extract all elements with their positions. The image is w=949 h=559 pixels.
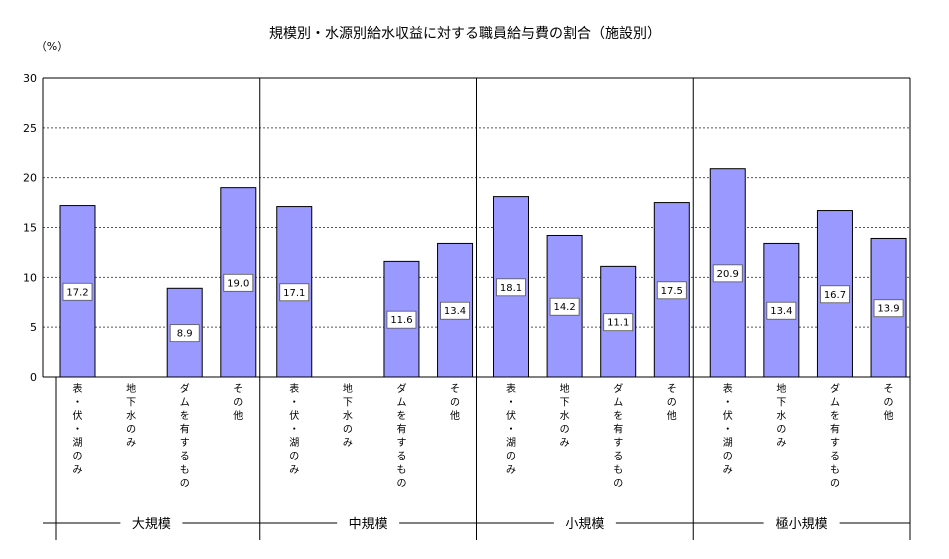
data-label-box	[712, 264, 743, 283]
y-tick-label: 20	[23, 172, 37, 185]
data-label-box	[496, 278, 526, 297]
data-label-box	[440, 301, 470, 320]
data-label: 20.9	[717, 269, 739, 280]
group-labels: 大規模 中規模 小規模 極小規模	[43, 516, 910, 532]
y-tick-label: 0	[30, 371, 37, 384]
category-label: その他	[667, 383, 677, 422]
data-label-box	[766, 301, 797, 320]
category-label: 表・伏・湖のみ	[506, 382, 516, 476]
data-label: 14.2	[553, 302, 575, 313]
data-label-box	[873, 299, 904, 318]
data-label-box	[549, 297, 580, 316]
chart-title: 規模別・水源別給水収益に対する職員給与費の割合（施設別）	[269, 25, 661, 42]
y-axis: 0 5 10 15 20 25 30	[23, 72, 37, 384]
data-label: 17.2	[66, 287, 88, 298]
plot-frame	[42, 77, 911, 540]
data-label: 13.4	[444, 306, 466, 317]
category-label: 地下水のみ	[560, 382, 570, 449]
data-label: 17.1	[283, 288, 305, 299]
data-label: 13.9	[877, 304, 899, 315]
category-labels: 表・伏・湖のみ 地下水のみ ダムを有するもの その他 表・伏・湖のみ 地下水のみ ダムを有す…	[73, 382, 894, 490]
category-label: ダムを有するもの	[830, 382, 840, 490]
data-label-box	[169, 324, 200, 343]
y-tick-label: 10	[23, 271, 37, 284]
y-unit-label: （%）	[36, 40, 68, 53]
data-label-box	[603, 313, 634, 332]
data-label: 16.7	[824, 290, 846, 301]
category-label: 表・伏・湖のみ	[73, 382, 83, 476]
category-label: その他	[884, 383, 894, 422]
category-label: ダムを有するもの	[613, 382, 623, 490]
group-label: 大規模	[132, 517, 171, 532]
data-label-box	[386, 310, 417, 329]
data-label: 11.1	[607, 318, 629, 329]
bars	[59, 168, 907, 378]
y-tick-label: 15	[23, 222, 37, 235]
y-tick-label: 25	[23, 122, 37, 135]
data-label: 18.1	[500, 283, 522, 294]
category-label: その他	[450, 383, 460, 422]
data-label: 17.5	[661, 286, 683, 297]
category-label: 表・伏・湖のみ	[723, 382, 733, 476]
group-label: 中規模	[349, 517, 388, 532]
category-label: 地下水のみ	[776, 382, 786, 449]
category-label: 地下水のみ	[343, 382, 353, 449]
data-label-box	[820, 285, 850, 304]
data-label-box	[656, 281, 687, 300]
group-label: 小規模	[565, 517, 604, 532]
y-tick-label: 30	[23, 72, 37, 85]
group-label: 極小規模	[776, 516, 828, 532]
data-labels: 17.2 8.9 19.0 17.1 11.6 13.4 18.1 14.2 11.1 17.5 2…	[62, 264, 904, 343]
category-label: ダムを有するもの	[396, 382, 406, 490]
category-label: 表・伏・湖のみ	[289, 382, 299, 476]
data-label-box	[223, 273, 254, 292]
data-label: 8.9	[177, 329, 193, 340]
data-label: 13.4	[770, 306, 792, 317]
category-label: その他	[233, 383, 243, 422]
y-tick-label: 5	[30, 321, 37, 334]
data-label: 11.6	[390, 315, 412, 326]
category-label: 地下水のみ	[126, 382, 136, 449]
category-label: ダムを有するもの	[180, 382, 190, 490]
data-label: 19.0	[227, 278, 249, 289]
data-label-box	[279, 283, 310, 302]
data-label-box	[62, 282, 93, 301]
